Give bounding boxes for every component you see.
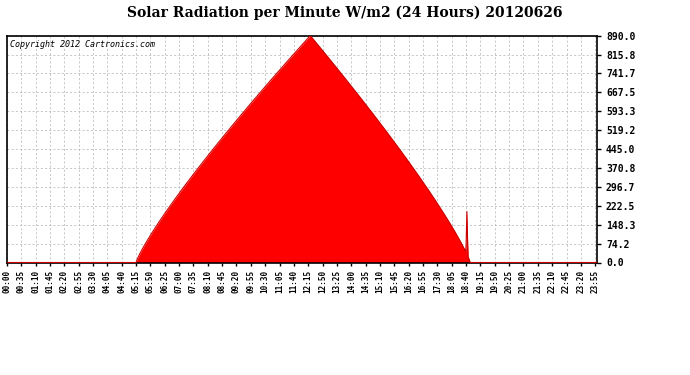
Text: Copyright 2012 Cartronics.com: Copyright 2012 Cartronics.com xyxy=(10,40,155,49)
Text: Solar Radiation per Minute W/m2 (24 Hours) 20120626: Solar Radiation per Minute W/m2 (24 Hour… xyxy=(127,6,563,20)
